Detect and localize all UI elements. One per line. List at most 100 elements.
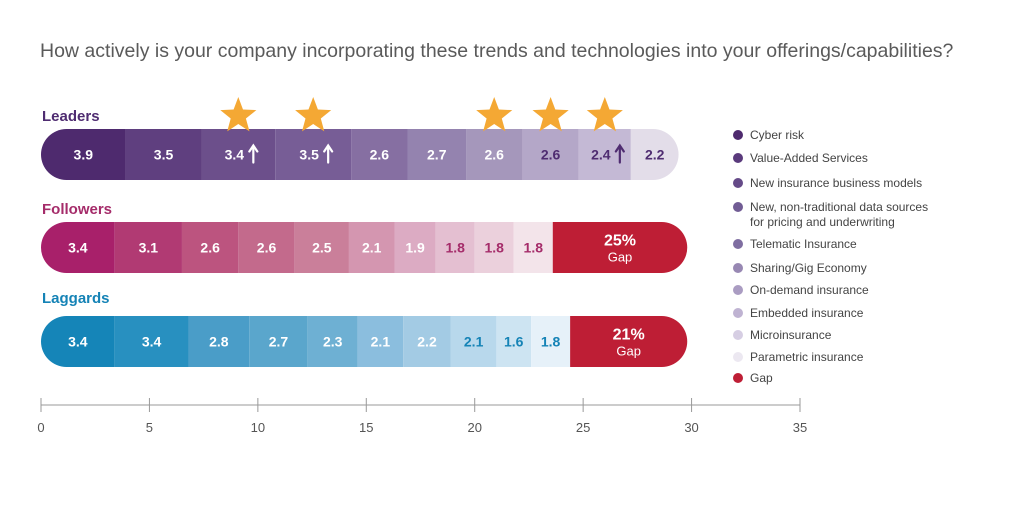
group-label-laggards: Laggards: [42, 290, 110, 307]
bar-segment-followers-gap: [552, 222, 688, 273]
up-arrow-icon: [614, 143, 625, 164]
data-label-followers-2: 3.1: [139, 240, 159, 256]
legend-label: Sharing/Gig Economy: [750, 261, 867, 275]
bar-segment-laggards-8: [450, 316, 497, 367]
x-tick-label: 30: [684, 420, 698, 435]
legend-marker: [733, 263, 743, 273]
star-icon: [532, 97, 569, 132]
bar-segment-followers-7: [394, 222, 436, 273]
bar-segment-followers-9: [474, 222, 514, 273]
gap-percent-label-followers: 25%: [604, 233, 636, 250]
legend-marker: [733, 239, 743, 249]
bar-segment-leaders-7: [466, 129, 523, 180]
data-label-laggards-10: 1.8: [541, 334, 561, 350]
data-label-leaders-4: 3.5: [299, 147, 319, 163]
bar-segment-laggards-9: [496, 316, 532, 367]
data-label-leaders-1: 3.9: [74, 147, 94, 163]
x-tick-label: 20: [467, 420, 481, 435]
gap-text-label-followers: Gap: [608, 250, 633, 265]
bar-segment-laggards-5: [307, 316, 358, 367]
bar-segment-leaders-6: [407, 129, 467, 180]
legend-marker: [733, 373, 743, 383]
data-label-leaders-7: 2.6: [484, 147, 504, 163]
data-label-followers-6: 2.1: [362, 240, 382, 256]
bar-segment-followers-10: [513, 222, 553, 273]
bar-segment-leaders-5: [351, 129, 408, 180]
chart-title: How actively is your company incorporati…: [40, 40, 954, 62]
group-label-leaders: Leaders: [42, 108, 100, 125]
bar-segment-laggards-6: [357, 316, 404, 367]
data-label-laggards-5: 2.3: [323, 334, 343, 350]
bar-segment-leaders-10: [630, 129, 679, 180]
bar-segment-followers-2: [114, 222, 182, 273]
bar-segment-leaders-8: [522, 129, 579, 180]
data-label-laggards-9: 1.6: [504, 334, 524, 350]
bar-segment-laggards-1: [41, 316, 115, 367]
data-label-followers-8: 1.8: [445, 240, 465, 256]
star-icon: [295, 97, 332, 132]
data-label-followers-10: 1.8: [524, 240, 544, 256]
data-label-leaders-6: 2.7: [427, 147, 447, 163]
bar-segment-laggards-2: [114, 316, 189, 367]
legend-label: Telematic Insurance: [750, 237, 857, 251]
data-label-leaders-10: 2.2: [645, 147, 665, 163]
data-label-followers-9: 1.8: [484, 240, 504, 256]
legend-label: Cyber risk: [750, 128, 805, 142]
legend-label: Gap: [750, 371, 773, 385]
star-icon: [476, 97, 513, 132]
up-arrow-icon: [248, 143, 259, 164]
x-tick-label: 35: [793, 420, 807, 435]
bar-segment-followers-6: [348, 222, 395, 273]
x-tick-label: 5: [146, 420, 153, 435]
data-label-laggards-2: 3.4: [142, 334, 162, 350]
bar-segment-followers-4: [238, 222, 295, 273]
legend-label: Embedded insurance: [750, 306, 864, 320]
data-label-laggards-6: 2.1: [371, 334, 391, 350]
bar-segment-laggards-3: [188, 316, 250, 367]
bar-segment-leaders-9: [578, 129, 631, 180]
legend-label: On-demand insurance: [750, 283, 869, 297]
data-label-followers-4: 2.6: [257, 240, 277, 256]
bar-segment-followers-3: [181, 222, 239, 273]
data-label-followers-5: 2.5: [312, 240, 332, 256]
bar-segment-leaders-4: [275, 129, 352, 180]
gap-percent-label-laggards: 21%: [613, 327, 645, 344]
data-label-followers-7: 1.9: [405, 240, 425, 256]
bar-segment-laggards-10: [531, 316, 571, 367]
legend-marker: [733, 153, 743, 163]
data-label-laggards-4: 2.7: [269, 334, 289, 350]
bar-segment-laggards-gap: [570, 316, 688, 367]
bar-segment-leaders-1: [41, 129, 126, 180]
bar-segment-laggards-4: [249, 316, 308, 367]
legend-label: New insurance business models: [750, 176, 922, 190]
bar-segment-laggards-7: [403, 316, 451, 367]
legend-marker: [733, 202, 743, 212]
legend-marker: [733, 285, 743, 295]
star-icon: [220, 97, 257, 132]
data-label-leaders-8: 2.6: [541, 147, 561, 163]
legend-marker: [733, 330, 743, 340]
x-tick-label: 25: [576, 420, 590, 435]
bar-segment-leaders-2: [125, 129, 202, 180]
data-label-laggards-3: 2.8: [209, 334, 229, 350]
x-tick-label: 0: [37, 420, 44, 435]
data-label-laggards-7: 2.2: [417, 334, 437, 350]
data-label-leaders-3: 3.4: [225, 147, 245, 163]
data-label-leaders-2: 3.5: [154, 147, 174, 163]
x-tick-label: 15: [359, 420, 373, 435]
data-label-laggards-1: 3.4: [68, 334, 88, 350]
legend-label-continued: for pricing and underwriting: [750, 215, 895, 229]
bar-segment-followers-8: [435, 222, 475, 273]
x-tick-label: 10: [251, 420, 265, 435]
data-label-laggards-8: 2.1: [464, 334, 484, 350]
bar-segment-leaders-3: [201, 129, 276, 180]
data-label-leaders-9: 2.4: [591, 147, 611, 163]
data-label-followers-3: 2.6: [200, 240, 220, 256]
legend-label: Microinsurance: [750, 328, 832, 342]
gap-text-label-laggards: Gap: [616, 344, 641, 359]
legend-marker: [733, 352, 743, 362]
data-label-followers-1: 3.4: [68, 240, 88, 256]
legend-label: New, non-traditional data sources: [750, 200, 928, 214]
bar-segment-followers-1: [41, 222, 115, 273]
